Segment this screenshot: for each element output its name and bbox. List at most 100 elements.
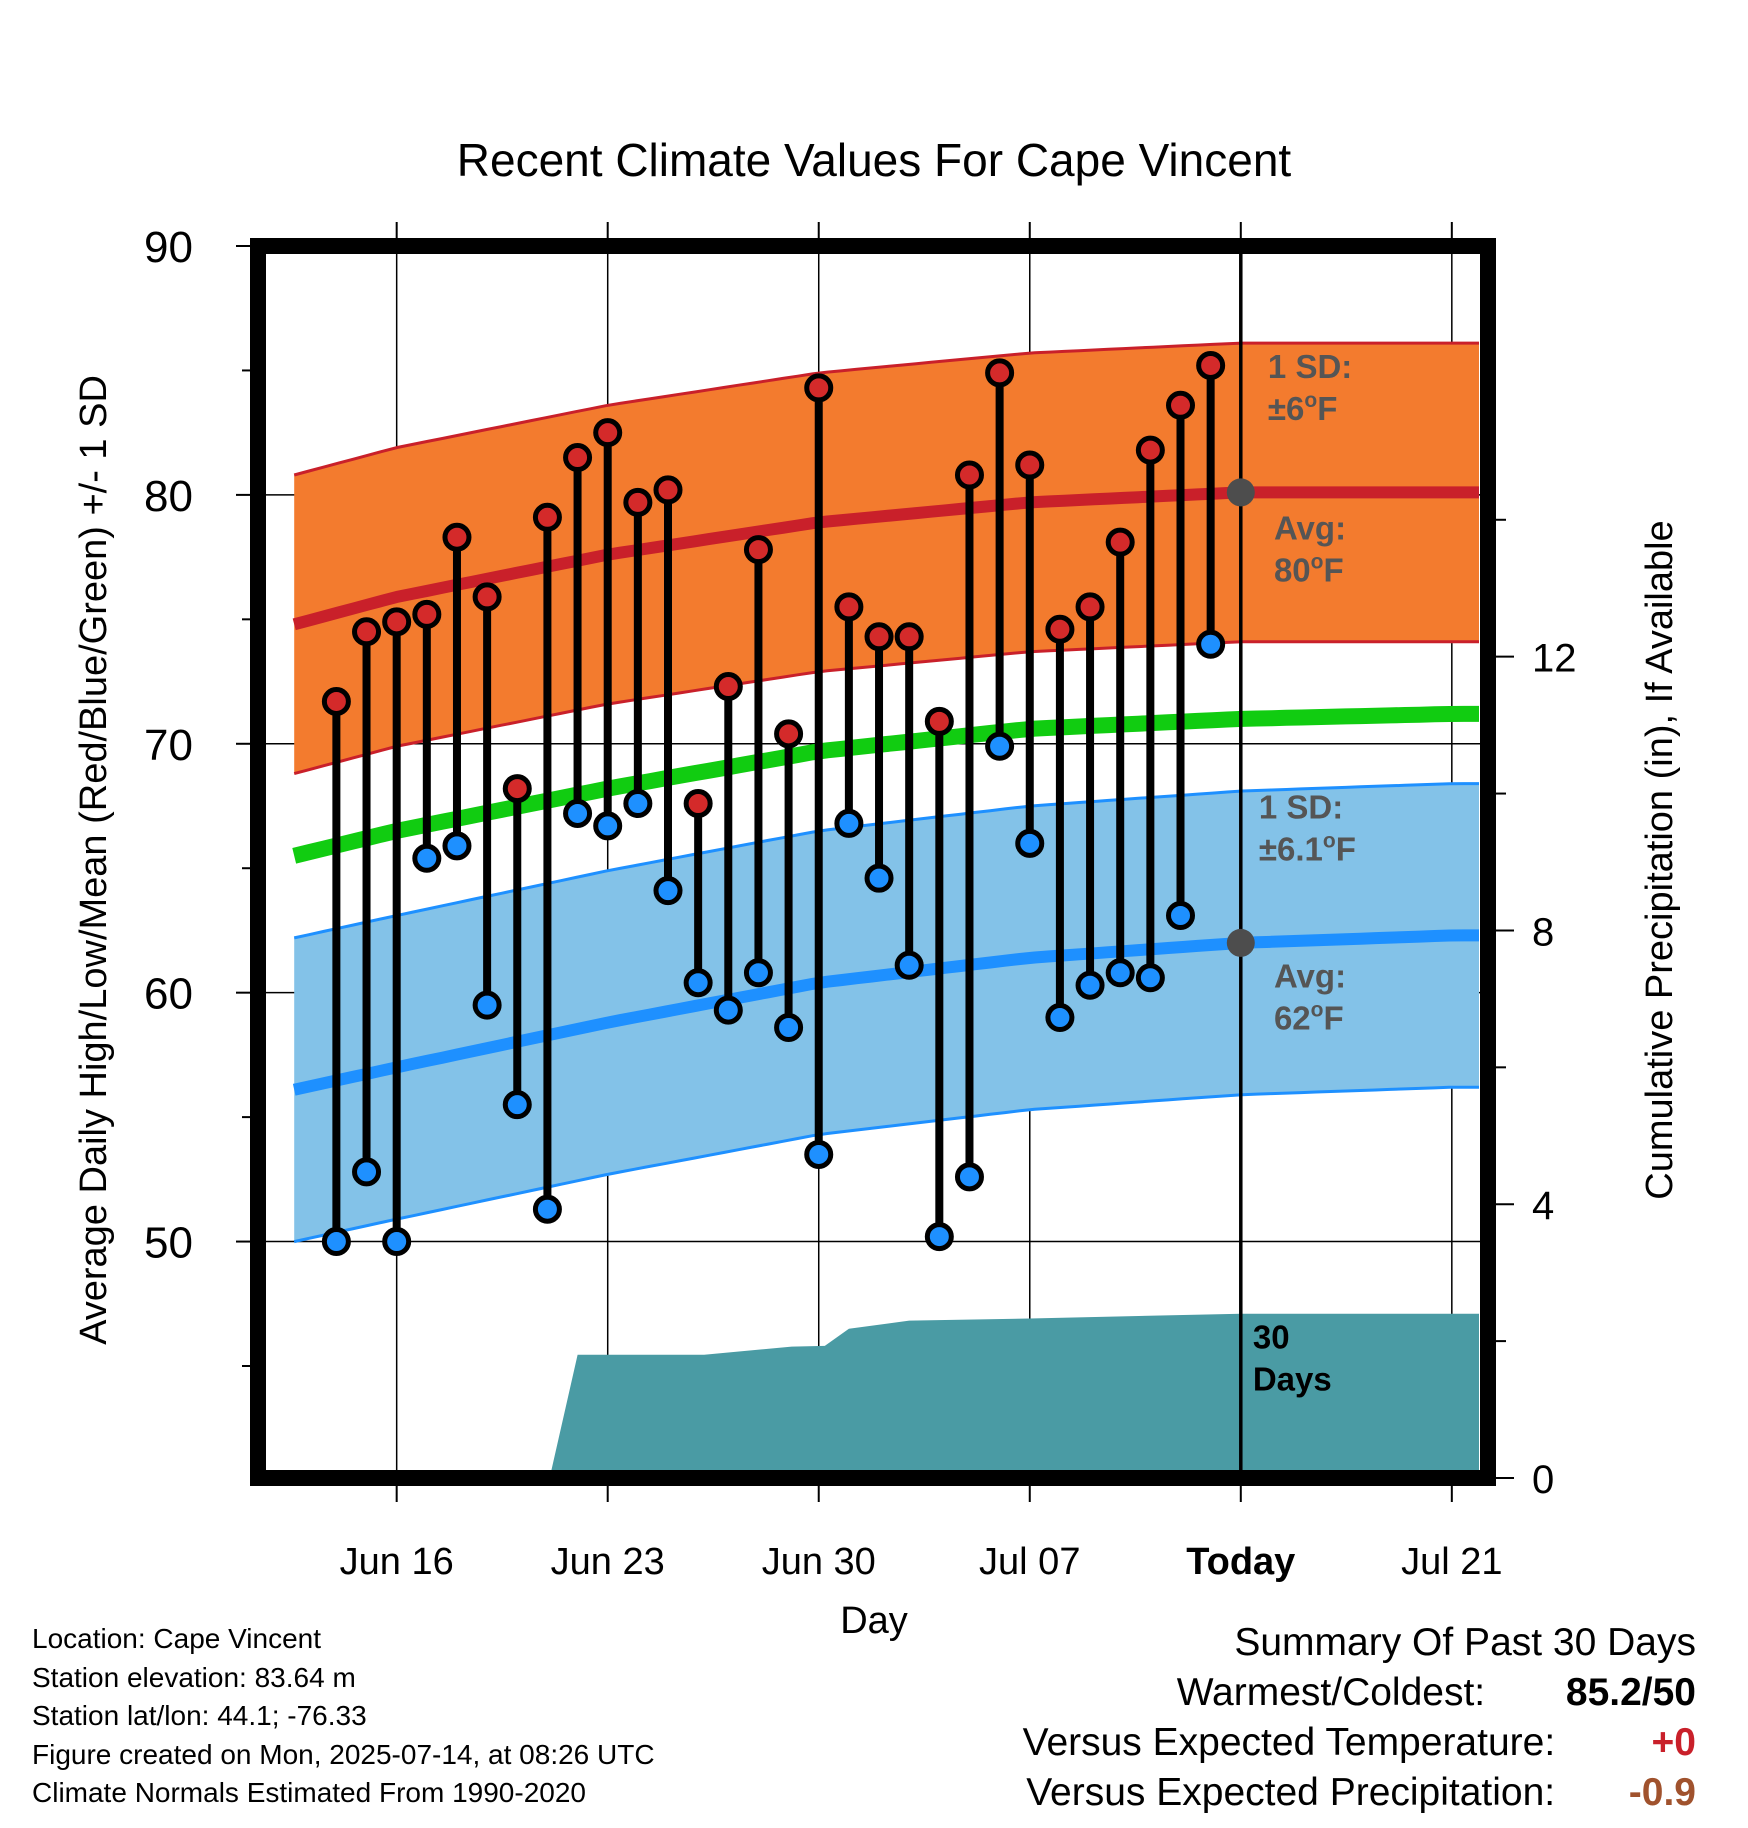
daily-high-point [894, 622, 924, 652]
daily-low-point [593, 811, 623, 841]
high-avg-annotation-line1: Avg: [1274, 510, 1346, 547]
daily-low-point [713, 995, 743, 1025]
precipitation-area [294, 1313, 1480, 1478]
daily-low-point [985, 731, 1015, 761]
y-axis-label: Average Daily High/Low/Mean (Red/Blue/Gr… [73, 375, 115, 1345]
y2-tick-label: 8 [1532, 910, 1554, 954]
daily-low-point [532, 1194, 562, 1224]
summary-precip-row: Versus Expected Precipitation: -0.9 [796, 1768, 1696, 1818]
station-info: Location: Cape Vincent Station elevation… [32, 1620, 932, 1813]
daily-high-point [954, 460, 984, 490]
daily-high-point [321, 686, 351, 716]
daily-high-point [442, 522, 472, 552]
mean-normal-line [292, 705, 1479, 864]
warmest-value: 85.2/50 [1565, 1671, 1696, 1714]
daily-high-point [924, 706, 954, 736]
x-axis-label: Day [840, 1600, 908, 1642]
daily-high-point [1045, 614, 1075, 644]
low-band-lower-edge [293, 1085, 1479, 1244]
low-sd-annotation-value: ±6.1 [1259, 830, 1323, 867]
y2-tick-label: 0 [1532, 1458, 1554, 1502]
daily-low-point [864, 863, 894, 893]
low-avg-annotation-unit: F [1324, 1000, 1344, 1037]
daily-high-point [502, 774, 532, 804]
plot-frame [250, 238, 1496, 1486]
y-tick-label: 70 [144, 721, 193, 770]
daily-low-point [1045, 1003, 1075, 1033]
low-avg-annotation-degree-mark: o [1311, 999, 1324, 1022]
y-tick-label: 90 [144, 223, 193, 272]
daily-low-point [653, 876, 683, 906]
low-sd-annotation-degree-mark: o [1323, 829, 1336, 852]
summary-warmest-row: Warmest/Coldest: 85.2/50 [796, 1668, 1696, 1718]
window-label-line2: Days [1253, 1361, 1332, 1398]
daily-high-point [532, 502, 562, 532]
high-avg-annotation-unit: F [1324, 552, 1344, 589]
y-tick-label: 60 [144, 970, 193, 1019]
summary-title: Summary Of Past 30 Days [1234, 1621, 1696, 1664]
elevation-text: Station elevation: 83.64 m [32, 1661, 356, 1693]
x-tick-label: Jun 23 [551, 1541, 665, 1583]
daily-low-point [502, 1090, 532, 1120]
high-sd-annotation-unit: F [1317, 390, 1337, 427]
y-tick-label: 50 [144, 1219, 193, 1268]
summary-temp-row: Versus Expected Temperature: +0 [796, 1718, 1696, 1768]
y2-tick-label: 12 [1532, 637, 1577, 681]
daily-low-point [412, 843, 442, 873]
daily-low-point [834, 808, 864, 838]
x-tick-label: Jun 30 [762, 1541, 876, 1583]
x-tick-label: Jul 07 [979, 1541, 1080, 1583]
daily-low-point [321, 1227, 351, 1257]
daily-high-point [1105, 527, 1135, 557]
daily-low-point [442, 831, 472, 861]
y2-axis-label: Cumulative Precipitation (in), If Availa… [1639, 520, 1681, 1199]
daily-low-point [804, 1139, 834, 1169]
chart-title: Recent Climate Values For Cape Vincent [457, 134, 1292, 186]
x-tick-label: Jun 16 [340, 1541, 454, 1583]
high-sd-annotation-value: ±6 [1268, 390, 1304, 427]
daily-high-point [743, 535, 773, 565]
low-sd-annotation-line2: ±6.1oF [1259, 829, 1356, 867]
daily-low-point [623, 789, 653, 819]
daily-low-point [1135, 963, 1165, 993]
high-sd-annotation-degree-mark: o [1304, 389, 1317, 412]
daily-high-point [623, 487, 653, 517]
high-band-lower-edge [293, 640, 1479, 776]
daily-high-point [563, 443, 593, 473]
y-tick-label: 80 [144, 472, 193, 521]
high-avg-annotation-line2: 80oF [1274, 551, 1344, 589]
latlon-text: Station lat/lon: 44.1; -76.33 [32, 1700, 367, 1731]
high-avg-annotation-degree-mark: o [1311, 551, 1324, 574]
daily-low-point [1075, 970, 1105, 1000]
temp-value: +0 [1651, 1721, 1696, 1764]
today-high-normal-marker [1226, 478, 1255, 507]
window-label-line1: 30 [1253, 1319, 1290, 1356]
low-avg-annotation-line1: Avg: [1274, 958, 1346, 995]
daily-low-point [1105, 958, 1135, 988]
daily-high-point [864, 622, 894, 652]
low-normal-line [292, 929, 1479, 1096]
low-avg-annotation-value: 62 [1274, 1000, 1311, 1037]
low-sd-annotation-unit: F [1336, 830, 1356, 867]
high-normal-line [292, 486, 1479, 631]
daily-low-point [1196, 629, 1226, 659]
low-avg-annotation-line2: 62oF [1274, 999, 1344, 1037]
precip-value: -0.9 [1628, 1771, 1696, 1814]
normals-text: Climate Normals Estimated From 1990-2020 [32, 1777, 586, 1808]
daily-high-point [1075, 592, 1105, 622]
precip-label: Versus Expected Precipitation: [1026, 1771, 1556, 1814]
high-avg-annotation-value: 80 [1274, 552, 1311, 589]
daily-high-point [1015, 450, 1045, 480]
daily-low-point [563, 798, 593, 828]
daily-high-point [1166, 390, 1195, 420]
daily-high-point [472, 582, 502, 612]
low-sd-annotation-line1: 1 SD: [1259, 788, 1343, 825]
daily-high-point [804, 373, 834, 403]
high-band-upper-edge [293, 341, 1479, 477]
today-low-normal-marker [1226, 928, 1255, 957]
daily-low-point [1166, 901, 1195, 931]
daily-high-point [985, 358, 1015, 388]
location-text: Location: Cape Vincent [32, 1623, 322, 1654]
daily-low-point [472, 990, 502, 1020]
